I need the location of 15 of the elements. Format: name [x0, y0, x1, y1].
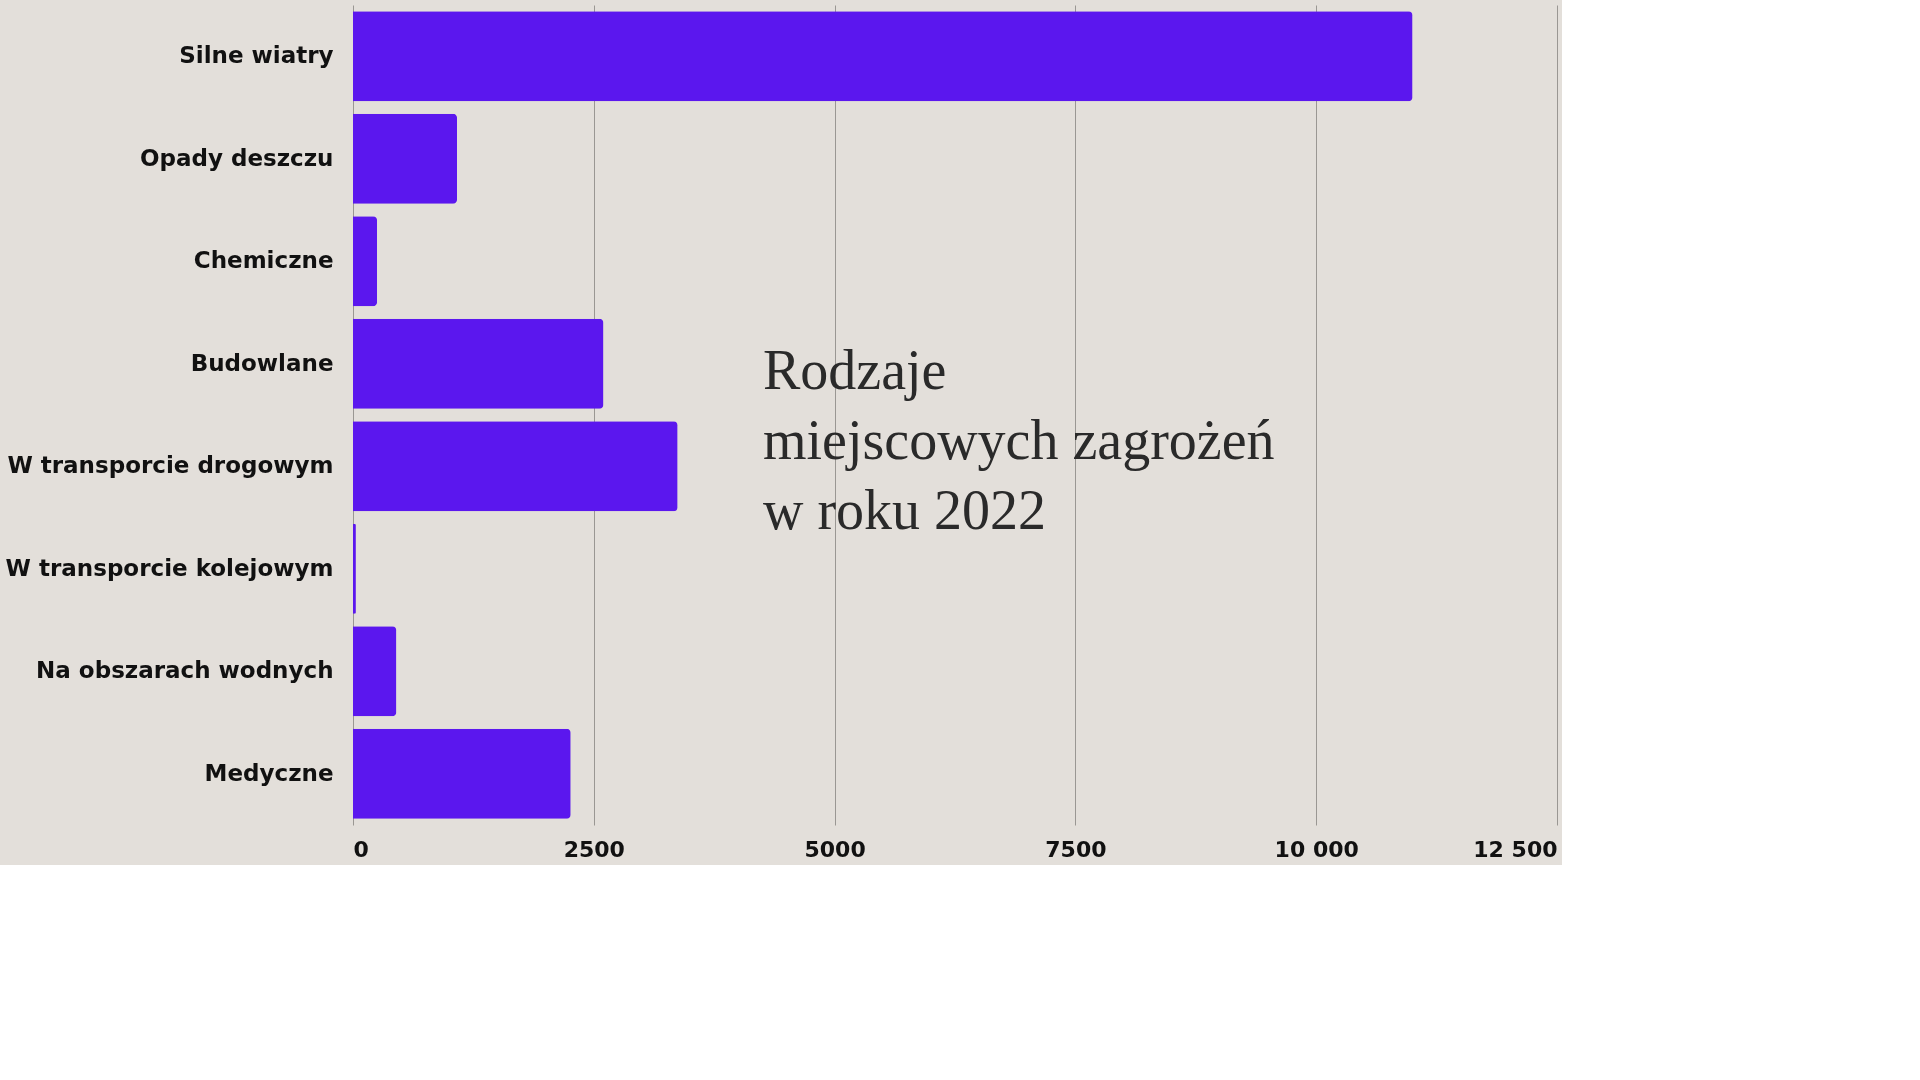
x-tick-label: 0 [353, 836, 369, 862]
y-tick-label: W transporcie drogowym [7, 452, 334, 479]
y-tick-label: W transporcie kolejowym [5, 554, 334, 581]
y-tick-label: Opady deszczu [139, 144, 334, 171]
y-tick-label: Chemiczne [193, 247, 334, 274]
x-tick-label: 5000 [804, 836, 866, 862]
text: Rodzaje miejscowych zagrożeń w roku 2022 [763, 339, 1275, 541]
x-tick-label: 10 000 [1274, 836, 1359, 862]
y-tick-label: Medyczne [204, 759, 334, 786]
y-tick-label: Silne wiatry [179, 42, 334, 69]
x-tick-label: 7500 [1045, 836, 1107, 862]
x-tick-label: 12 500 [1473, 836, 1558, 862]
x-tick-label: 2500 [563, 836, 625, 862]
y-tick-label: Na obszarach wodnych [36, 657, 334, 684]
y-tick-label: Budowlane [190, 349, 334, 376]
